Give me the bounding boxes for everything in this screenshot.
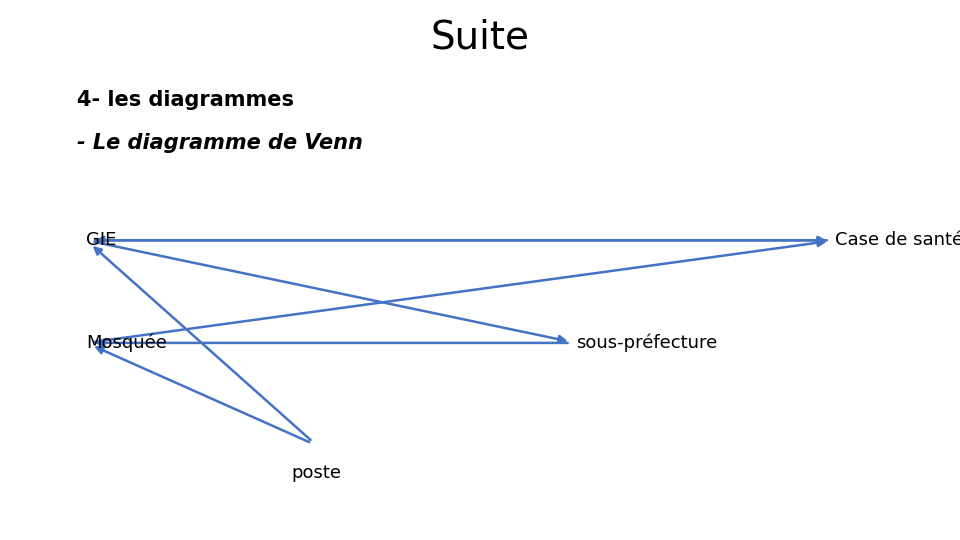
- Text: Suite: Suite: [430, 19, 530, 57]
- Text: sous-préfecture: sous-préfecture: [576, 334, 717, 352]
- Text: poste: poste: [292, 463, 342, 482]
- Text: 4- les diagrammes: 4- les diagrammes: [77, 90, 294, 110]
- Text: - Le diagramme de Venn: - Le diagramme de Venn: [77, 133, 363, 153]
- Text: Mosquée: Mosquée: [86, 334, 167, 352]
- Text: GIE: GIE: [86, 231, 117, 249]
- Text: Case de santé: Case de santé: [835, 231, 960, 249]
